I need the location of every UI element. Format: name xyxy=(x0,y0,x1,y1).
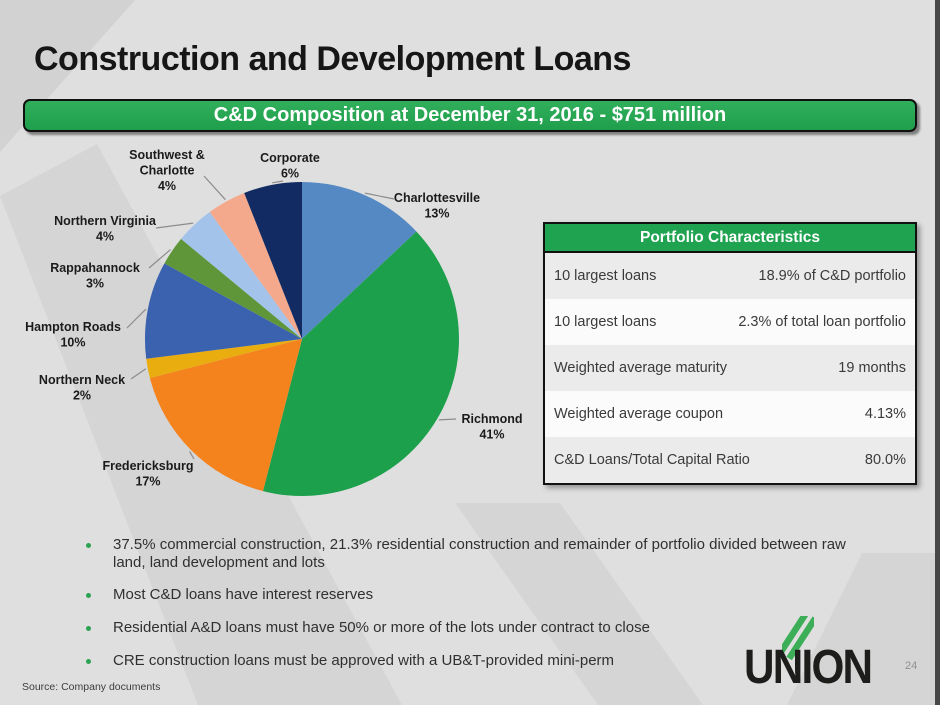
bullet-icon xyxy=(86,652,113,670)
bullet-icon xyxy=(86,619,113,637)
table-row-value: 80.0% xyxy=(864,452,906,468)
table-title: Portfolio Characteristics xyxy=(545,224,915,253)
table-row: Weighted average coupon 4.13% xyxy=(545,391,915,437)
list-item: Residential A&D loans must have 50% or m… xyxy=(86,619,858,637)
table-row-label: Weighted average maturity xyxy=(554,360,728,376)
bullet-list: 37.5% commercial construction, 21.3% res… xyxy=(86,536,858,684)
table-row-label: C&D Loans/Total Capital Ratio xyxy=(554,452,750,468)
list-item: Most C&D loans have interest reserves xyxy=(86,586,858,604)
table-row-value: 19 months xyxy=(838,360,906,376)
bullet-text: Most C&D loans have interest reserves xyxy=(113,586,374,604)
union-logo: UNION xyxy=(744,614,934,698)
right-edge-strip xyxy=(935,0,940,705)
bullet-text: CRE construction loans must be approved … xyxy=(113,651,615,669)
table-row: Weighted average maturity 19 months xyxy=(545,345,915,391)
table-row-label: 10 largest loans xyxy=(554,314,657,330)
bullet-icon xyxy=(86,586,113,604)
source-note: Source: Company documents xyxy=(22,681,161,693)
list-item: 37.5% commercial construction, 21.3% res… xyxy=(86,536,858,571)
table-row: 10 largest loans 18.9% of C&D portfolio xyxy=(545,253,915,299)
background-stripe xyxy=(787,553,940,705)
table-row-value: 18.9% of C&D portfolio xyxy=(758,268,907,284)
page-number: 24 xyxy=(905,660,918,672)
background-stripe xyxy=(455,503,703,705)
union-logo-stripes-icon xyxy=(782,616,814,660)
bullet-icon xyxy=(86,536,113,571)
page-title: Construction and Development Loans xyxy=(34,40,631,78)
table-row-value: 4.13% xyxy=(864,406,906,422)
table-row: C&D Loans/Total Capital Ratio 80.0% xyxy=(545,437,915,483)
section-banner-label: C&D Composition at December 31, 2016 - $… xyxy=(213,104,727,126)
portfolio-characteristics-table: Portfolio Characteristics 10 largest loa… xyxy=(543,222,917,485)
table-row-label: Weighted average coupon xyxy=(554,406,724,422)
union-logo-wordmark: UNION xyxy=(744,641,873,694)
table-row: 10 largest loans 2.3% of total loan port… xyxy=(545,299,915,345)
table-row-value: 2.3% of total loan portfolio xyxy=(738,314,906,330)
list-item: CRE construction loans must be approved … xyxy=(86,652,858,670)
bullet-text: 37.5% commercial construction, 21.3% res… xyxy=(113,536,846,571)
section-banner: C&D Composition at December 31, 2016 - $… xyxy=(23,99,917,132)
table-row-label: 10 largest loans xyxy=(554,268,657,284)
bullet-text: Residential A&D loans must have 50% or m… xyxy=(113,619,650,637)
